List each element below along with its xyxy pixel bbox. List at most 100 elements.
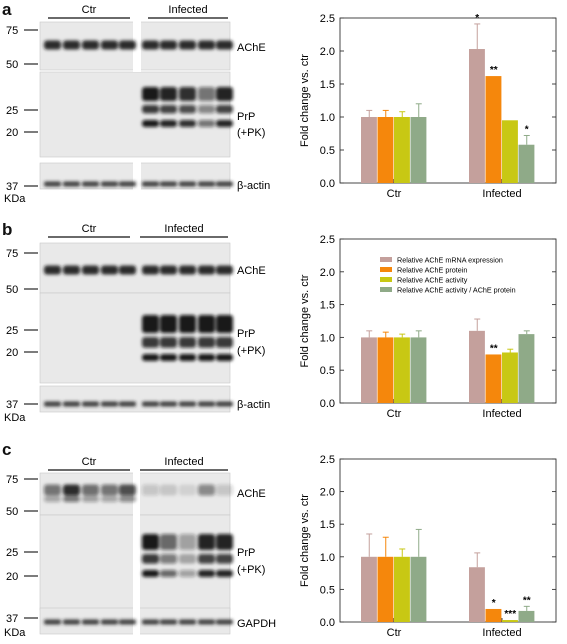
ache-band — [160, 265, 177, 275]
ache-band — [198, 265, 215, 275]
ache-band — [82, 40, 99, 50]
mw-marker: 20 — [6, 347, 18, 359]
loading-band — [198, 401, 215, 407]
prp-band-mono — [216, 337, 233, 348]
ache-band — [216, 484, 233, 496]
band-label: (+PK) — [237, 345, 265, 357]
ache-band-lower — [44, 496, 61, 502]
ache-band — [44, 40, 61, 50]
ache-band-lower — [101, 496, 118, 502]
prp-band-mono — [179, 554, 196, 564]
ache-band — [179, 265, 196, 275]
mw-marker: 37 — [6, 181, 18, 193]
prp-band-un — [160, 354, 177, 361]
prp-band-mono — [142, 337, 159, 348]
ache-band-lower — [119, 496, 136, 502]
loading-band — [216, 401, 233, 407]
prp-band-di — [142, 534, 159, 550]
mw-marker: 75 — [6, 25, 18, 37]
ache-band — [198, 484, 215, 496]
loading-band — [101, 401, 118, 407]
loading-band — [160, 619, 177, 625]
loading-band — [63, 401, 80, 407]
prp-band-di — [179, 534, 196, 550]
loading-band — [119, 619, 136, 625]
blot-panel-b: Ctr Infected AChE 75 50 PrP (+PK) 25 20 β-actin 37… — [4, 223, 270, 424]
group-label-infected: Infected — [164, 456, 203, 468]
prp-band-mono — [160, 554, 177, 564]
ache-band — [160, 484, 177, 496]
mw-marker: 37 — [6, 613, 18, 625]
prp-band-un — [142, 570, 159, 577]
group-label-infected: Infected — [168, 4, 207, 16]
prp-band-mono — [160, 105, 177, 114]
ache-band-lower — [63, 496, 80, 502]
prp-band-un — [198, 120, 215, 127]
prp-band-mono — [142, 105, 159, 114]
prp-band-di — [198, 315, 215, 333]
prp-band-un — [216, 570, 233, 577]
ache-band — [101, 484, 118, 496]
prp-band-di — [216, 534, 233, 550]
mw-marker: 50 — [6, 284, 18, 296]
prp-band-di — [160, 87, 177, 101]
loading-band — [198, 181, 215, 187]
prp-band-un — [142, 354, 159, 361]
prp-band-di — [160, 315, 177, 333]
loading-band — [44, 619, 61, 625]
prp-band-di — [198, 534, 215, 550]
loading-band — [119, 181, 136, 187]
ache-band — [179, 484, 196, 496]
membrane-2 — [39, 385, 231, 413]
blot-panel-c: Ctr Infected AChE 75 50 PrP (+PK) 25 20 GAPDH 37 KD… — [4, 456, 276, 639]
prp-band-mono — [179, 105, 196, 114]
bands — [44, 265, 233, 407]
loading-band — [63, 181, 80, 187]
prp-band-di — [216, 315, 233, 333]
prp-band-un — [198, 354, 215, 361]
ache-band — [101, 40, 118, 50]
group-label-infected: Infected — [164, 223, 203, 235]
mw-marker: 50 — [6, 506, 18, 518]
loading-band — [82, 181, 99, 187]
group-label-ctr: Ctr — [82, 4, 97, 16]
prp-band-mono — [198, 337, 215, 348]
ache-band-lower — [82, 496, 99, 502]
ache-band — [44, 484, 61, 496]
group-label-ctr: Ctr — [82, 456, 97, 468]
prp-band-un — [216, 354, 233, 361]
prp-band-un — [160, 570, 177, 577]
lane-gap — [133, 161, 141, 191]
loading-band — [44, 181, 61, 187]
prp-band-di — [160, 534, 177, 550]
prp-band-di — [179, 87, 196, 101]
prp-band-di — [198, 87, 215, 101]
loading-band — [160, 181, 177, 187]
prp-band-un — [216, 120, 233, 127]
blot-panel-a: Ctr Infected AChE 75 50 PrP (+PK) 25 20 β-actin 37… — [4, 4, 270, 205]
loading-band — [63, 619, 80, 625]
kda-label: KDa — [4, 412, 26, 424]
prp-band-un — [198, 570, 215, 577]
mw-marker: 75 — [6, 248, 18, 260]
band-label: GAPDH — [237, 618, 276, 630]
loading-band — [179, 401, 196, 407]
loading-band — [101, 181, 118, 187]
lane-gap — [133, 606, 140, 636]
loading-band — [142, 619, 159, 625]
prp-band-un — [179, 570, 196, 577]
ache-band — [63, 265, 80, 275]
ache-band — [63, 40, 80, 50]
mw-marker: 37 — [6, 399, 18, 411]
prp-band-un — [179, 120, 196, 127]
kda-label: KDa — [4, 193, 26, 205]
ache-band — [216, 40, 233, 50]
membrane-1 — [39, 292, 231, 384]
ache-band — [142, 40, 159, 50]
loading-band — [198, 619, 215, 625]
ache-band — [101, 265, 118, 275]
mw-marker: 25 — [6, 547, 18, 559]
group-label-ctr: Ctr — [82, 223, 97, 235]
prp-band-di — [179, 315, 196, 333]
